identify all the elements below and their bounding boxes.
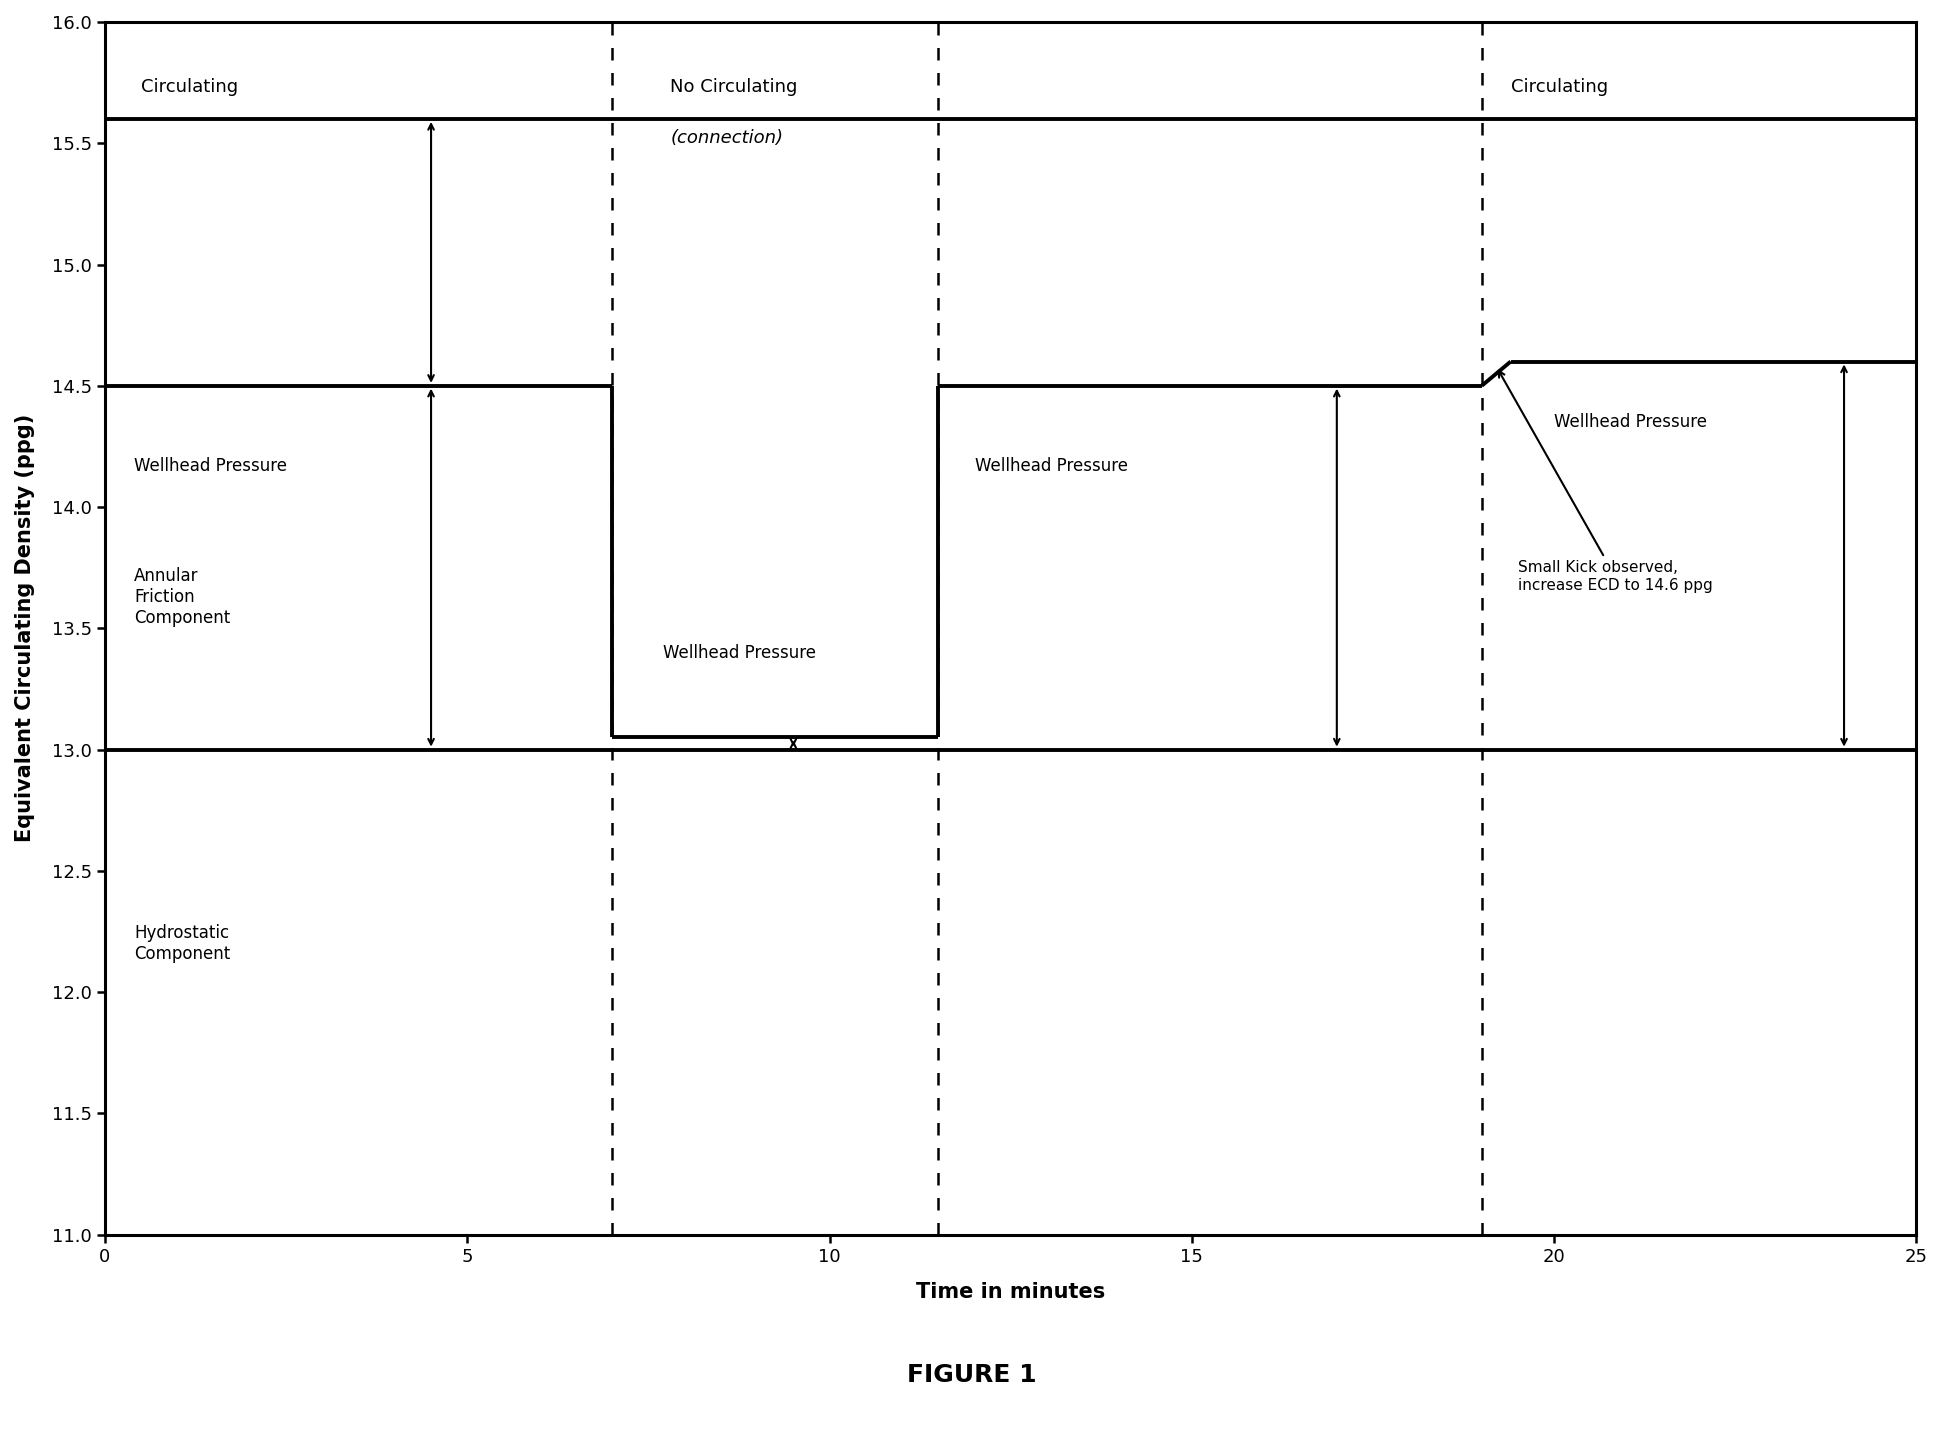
Text: Circulating: Circulating bbox=[1512, 79, 1609, 96]
Text: Small Kick observed,
increase ECD to 14.6 ppg: Small Kick observed, increase ECD to 14.… bbox=[1498, 371, 1712, 593]
Text: No Circulating: No Circulating bbox=[670, 79, 797, 96]
Text: Wellhead Pressure: Wellhead Pressure bbox=[1554, 414, 1708, 431]
Text: Wellhead Pressure: Wellhead Pressure bbox=[663, 643, 816, 662]
Text: Wellhead Pressure: Wellhead Pressure bbox=[975, 457, 1127, 475]
Text: Circulating: Circulating bbox=[142, 79, 239, 96]
Text: (connection): (connection) bbox=[670, 129, 783, 147]
Y-axis label: Equivalent Circulating Density (ppg): Equivalent Circulating Density (ppg) bbox=[16, 414, 35, 842]
Text: Wellhead Pressure: Wellhead Pressure bbox=[134, 457, 288, 475]
Text: FIGURE 1: FIGURE 1 bbox=[907, 1363, 1036, 1386]
Text: Annular
Friction
Component: Annular Friction Component bbox=[134, 567, 229, 627]
X-axis label: Time in minutes: Time in minutes bbox=[915, 1283, 1106, 1303]
Text: Hydrostatic
Component: Hydrostatic Component bbox=[134, 924, 229, 962]
